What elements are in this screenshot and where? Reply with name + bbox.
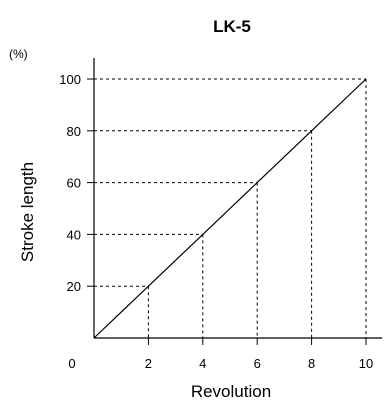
- y-axis-label: Stroke length: [18, 162, 37, 262]
- reference-lines: [94, 78, 367, 338]
- x-axis-label: Revolution: [191, 382, 271, 401]
- series: [93, 78, 367, 339]
- axes: [93, 58, 382, 339]
- y-tick-label-1: 20: [67, 279, 81, 294]
- y-tick-label-3: 60: [67, 176, 81, 191]
- y-tick-label-5: 100: [59, 72, 81, 87]
- x-tick-label-4: 8: [308, 356, 315, 371]
- y-tick-label-4: 80: [67, 124, 81, 139]
- x-tick-label-5: 10: [359, 356, 373, 371]
- origin-label: 0: [68, 356, 75, 371]
- x-tick-label-1: 2: [145, 356, 152, 371]
- series-line-1: [93, 78, 367, 339]
- y-tick-label-2: 40: [67, 227, 81, 242]
- y-unit-label: (%): [9, 47, 28, 61]
- ticks: 20 40 60 80 100 2 4 6 8 10: [59, 72, 373, 371]
- x-tick-label-3: 6: [254, 356, 261, 371]
- x-tick-label-2: 4: [199, 356, 206, 371]
- chart-title: LK-5: [213, 17, 251, 36]
